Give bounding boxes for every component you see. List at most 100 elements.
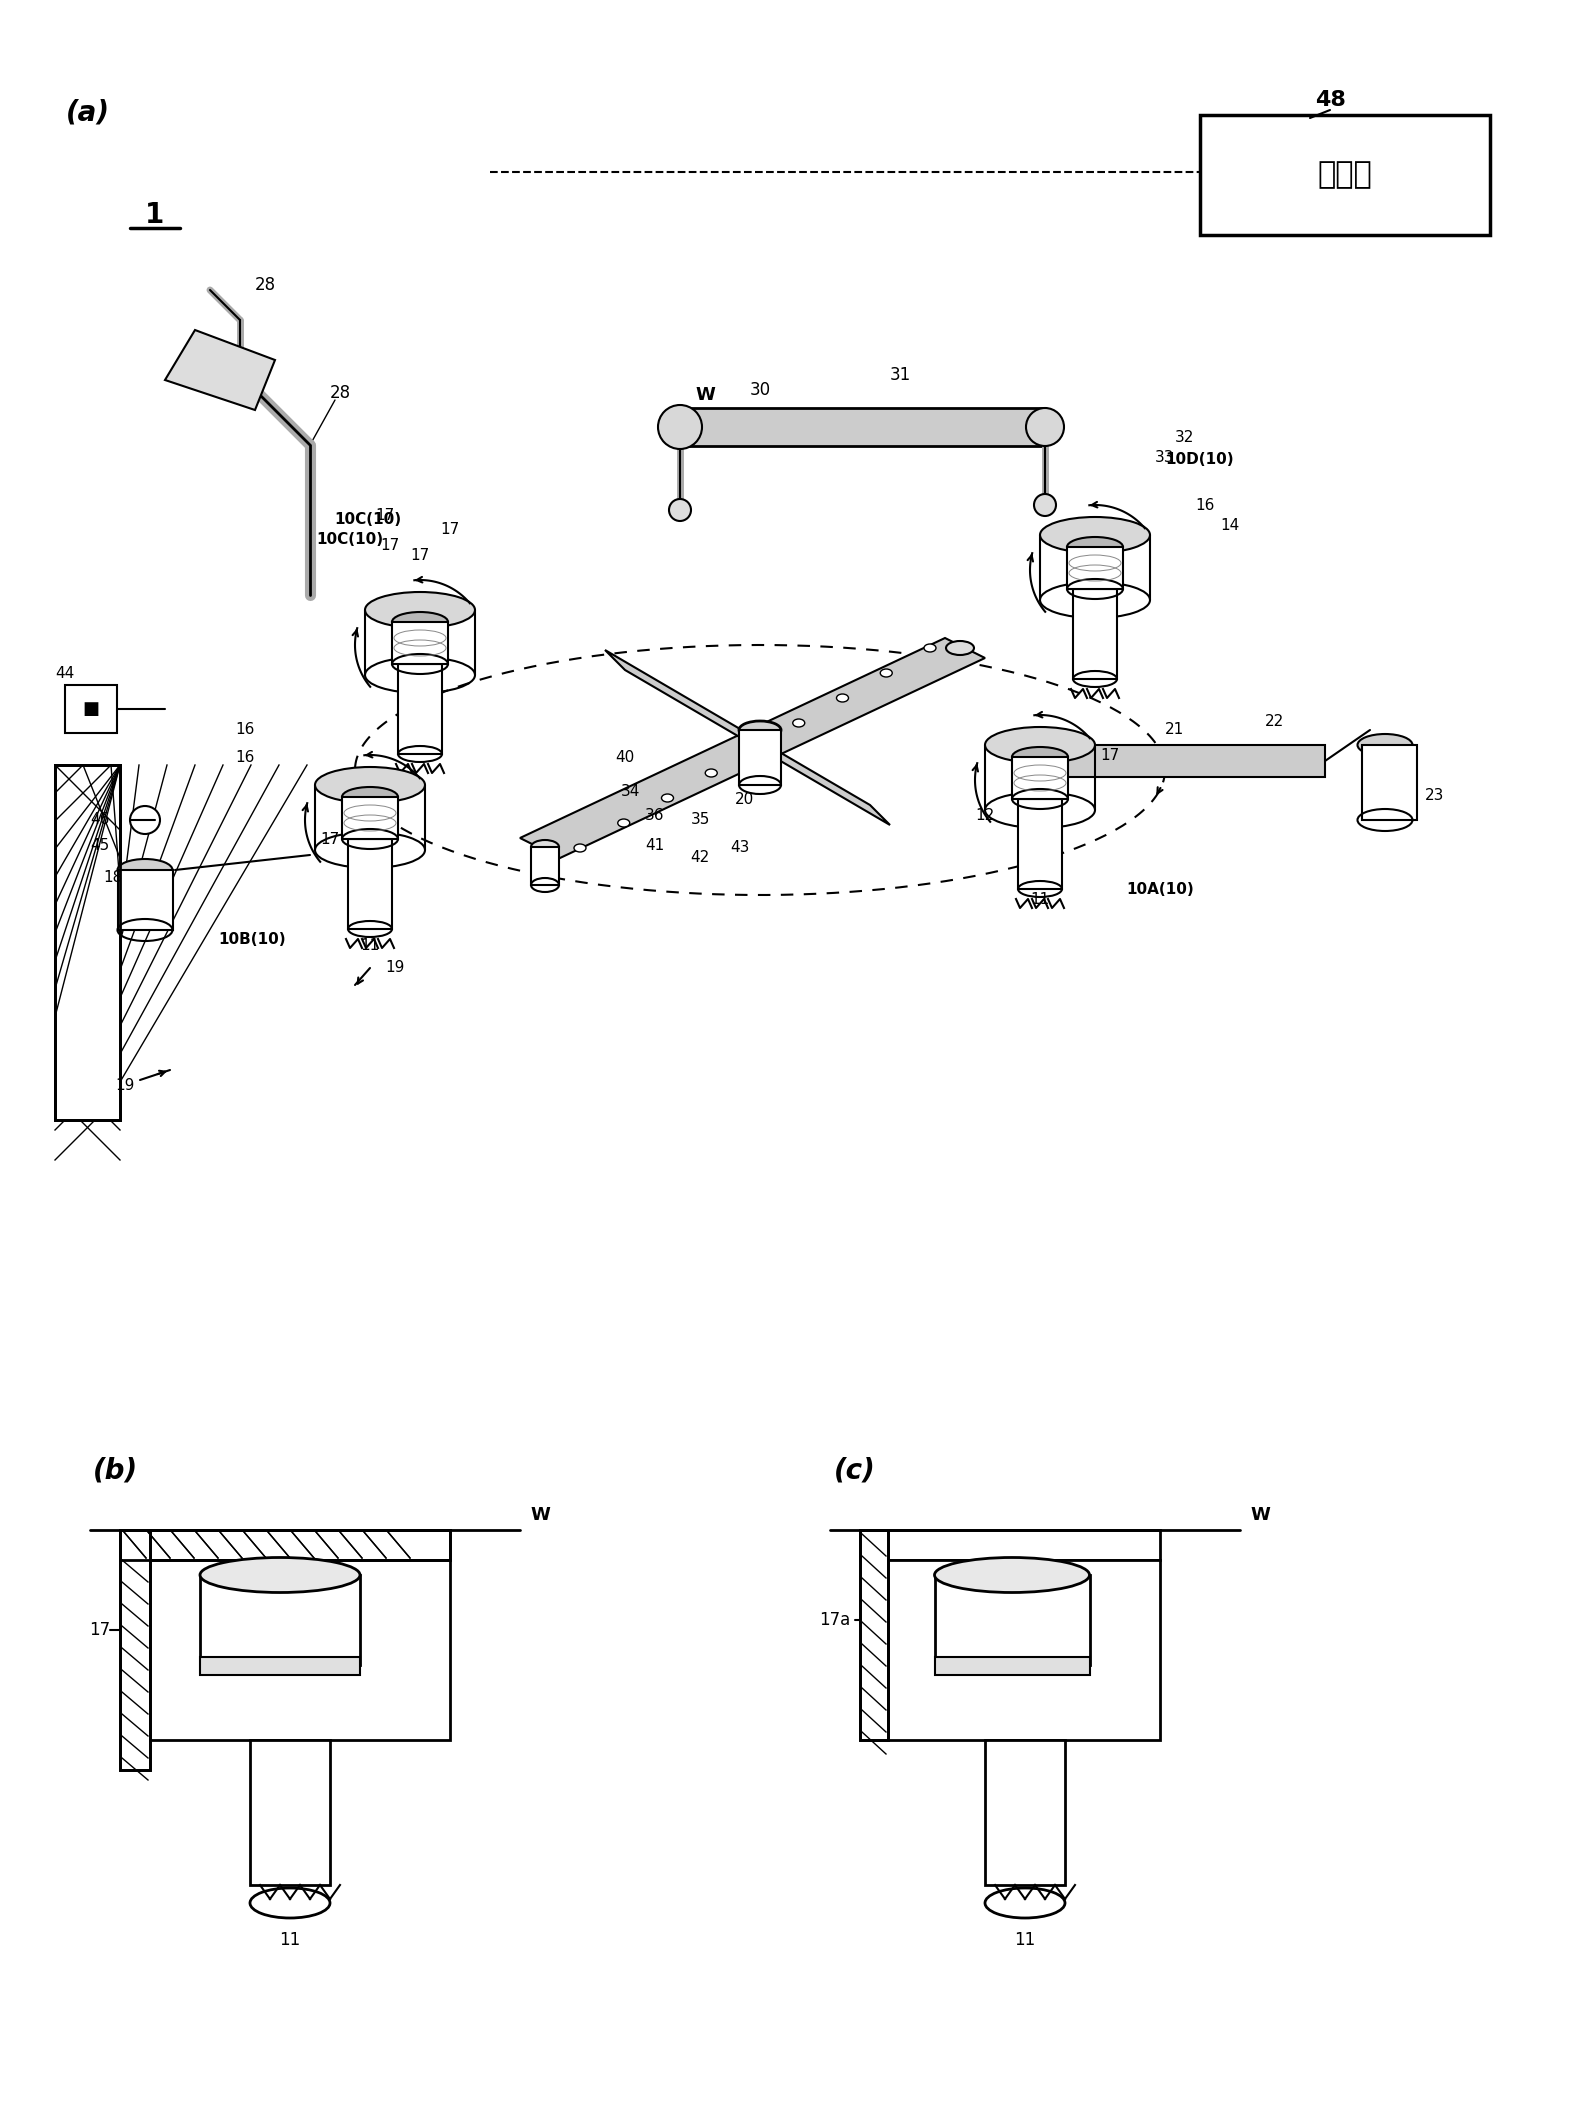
Bar: [200, 1575, 359, 1664]
Bar: [1073, 588, 1118, 679]
Text: 17: 17: [380, 537, 399, 552]
Ellipse shape: [315, 766, 425, 802]
Ellipse shape: [200, 1558, 359, 1592]
Bar: [398, 664, 442, 754]
Ellipse shape: [531, 841, 560, 853]
Ellipse shape: [366, 592, 475, 628]
Ellipse shape: [619, 819, 630, 828]
Bar: [119, 1531, 149, 1771]
Text: 28: 28: [329, 384, 350, 401]
Ellipse shape: [935, 1558, 1089, 1592]
Text: 控制部: 控制部: [1318, 161, 1372, 189]
Text: 14: 14: [1221, 518, 1240, 533]
Text: 42: 42: [690, 851, 709, 866]
Text: 17: 17: [440, 522, 460, 537]
Text: 10A(10): 10A(10): [1126, 883, 1194, 898]
Bar: [119, 1531, 450, 1560]
Text: 19: 19: [116, 1078, 135, 1093]
Bar: [935, 1656, 1091, 1675]
Polygon shape: [520, 639, 984, 858]
Bar: [1011, 758, 1068, 798]
Ellipse shape: [658, 405, 703, 448]
Text: 30: 30: [749, 380, 771, 399]
Bar: [1018, 798, 1062, 890]
Bar: [935, 1575, 1091, 1664]
Text: (a): (a): [67, 98, 110, 125]
Text: 36: 36: [646, 807, 665, 822]
Bar: [342, 796, 398, 839]
Text: 10C(10): 10C(10): [334, 512, 402, 527]
Bar: [1067, 548, 1123, 588]
Bar: [56, 764, 119, 1121]
Text: 40: 40: [615, 752, 634, 766]
Polygon shape: [606, 650, 890, 826]
Bar: [119, 1531, 450, 1560]
Text: 17: 17: [375, 507, 394, 522]
Ellipse shape: [739, 722, 781, 739]
Bar: [984, 1741, 1065, 1885]
Bar: [65, 686, 118, 732]
Text: 34: 34: [620, 786, 639, 800]
Text: 1: 1: [145, 202, 165, 229]
Ellipse shape: [1067, 537, 1123, 556]
Text: (b): (b): [92, 1456, 138, 1484]
Bar: [681, 408, 1045, 446]
Text: 17: 17: [410, 548, 429, 563]
Text: 19: 19: [385, 960, 405, 974]
Bar: [860, 1531, 887, 1741]
Bar: [200, 1656, 359, 1675]
Bar: [860, 1531, 887, 1741]
Text: 45: 45: [91, 836, 110, 853]
Text: 48: 48: [1315, 89, 1345, 110]
Bar: [393, 622, 448, 664]
Text: 43: 43: [730, 841, 750, 856]
Text: 11: 11: [1014, 1932, 1035, 1949]
Bar: [1363, 745, 1417, 819]
Text: (c): (c): [835, 1456, 876, 1484]
Bar: [739, 730, 781, 786]
Text: W: W: [1250, 1505, 1270, 1524]
Text: 22: 22: [1266, 715, 1285, 730]
Ellipse shape: [881, 669, 892, 677]
Ellipse shape: [661, 794, 674, 802]
Text: 28: 28: [254, 276, 275, 293]
Ellipse shape: [669, 499, 692, 520]
Text: 16: 16: [235, 722, 254, 737]
Bar: [149, 1560, 450, 1741]
Bar: [1061, 745, 1324, 777]
Bar: [860, 1531, 1161, 1560]
Ellipse shape: [130, 807, 161, 834]
Bar: [887, 1560, 1161, 1741]
Text: 16: 16: [235, 752, 254, 766]
Text: 10C(10): 10C(10): [316, 533, 383, 548]
Text: 18: 18: [103, 870, 122, 885]
Ellipse shape: [1026, 408, 1064, 446]
Ellipse shape: [946, 641, 975, 656]
Bar: [56, 764, 119, 1121]
Bar: [250, 1741, 331, 1885]
Text: 12: 12: [975, 807, 995, 822]
Text: 44: 44: [56, 664, 75, 681]
Ellipse shape: [836, 694, 849, 703]
Text: W: W: [695, 386, 716, 403]
Text: 10B(10): 10B(10): [218, 932, 286, 947]
Text: 11: 11: [1030, 892, 1049, 907]
Text: 11: 11: [280, 1932, 301, 1949]
Bar: [348, 839, 393, 930]
Text: 23: 23: [1425, 788, 1445, 802]
Text: 41: 41: [646, 836, 665, 853]
Ellipse shape: [1358, 735, 1412, 756]
Bar: [119, 1531, 149, 1771]
Bar: [531, 847, 560, 885]
Text: 35: 35: [690, 813, 709, 828]
Bar: [1200, 115, 1490, 236]
Text: 20: 20: [735, 792, 755, 807]
Text: 17: 17: [1100, 747, 1119, 762]
Ellipse shape: [118, 860, 172, 881]
Ellipse shape: [706, 769, 717, 777]
Bar: [118, 870, 173, 930]
Text: 16: 16: [1196, 497, 1215, 512]
Ellipse shape: [574, 845, 587, 851]
Ellipse shape: [1040, 518, 1150, 552]
Ellipse shape: [793, 720, 805, 726]
